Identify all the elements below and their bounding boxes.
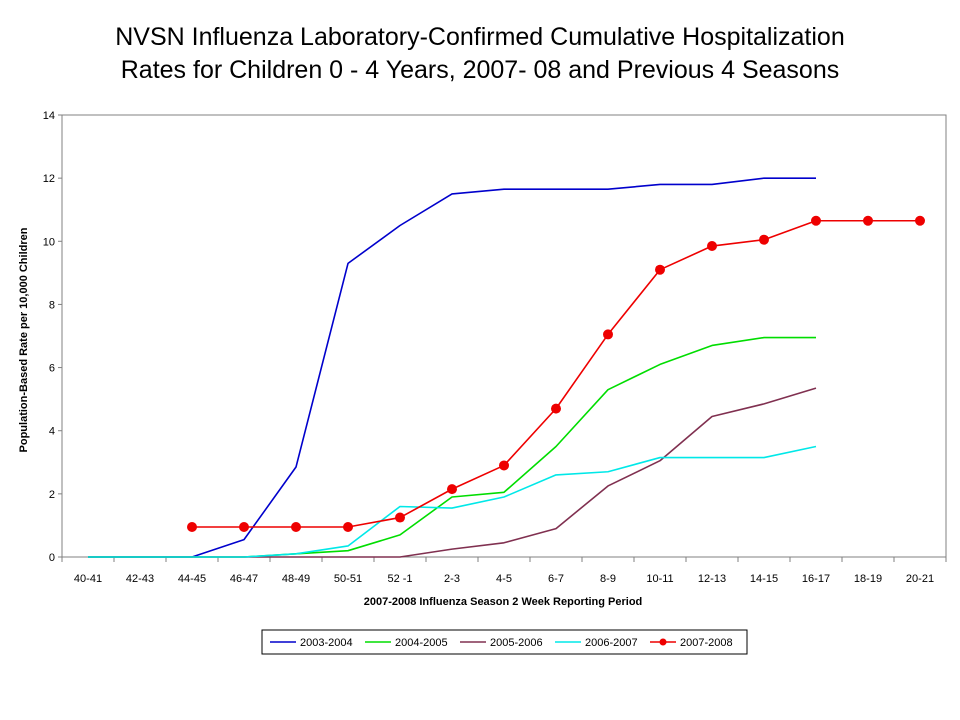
x-tick-label: 42-43 [126, 573, 154, 585]
x-tick-label: 10-11 [646, 573, 673, 585]
y-tick-label: 4 [49, 426, 55, 438]
y-tick-label: 12 [43, 173, 55, 185]
x-tick-label: 18-19 [854, 573, 882, 585]
x-tick-label: 44-45 [178, 573, 206, 585]
x-tick-label: 16-17 [802, 573, 830, 585]
x-axis-label: 2007-2008 Influenza Season 2 Week Report… [364, 596, 643, 608]
data-point-2007-2008 [291, 522, 301, 533]
x-axis: 40-41 42-43 44-45 46-47 48-49 50-51 52 -1 2-3 4-… [61, 557, 947, 585]
data-point-2007-2008 [239, 522, 249, 533]
y-tick-label: 10 [43, 236, 55, 248]
x-tick-label: 4-5 [496, 573, 512, 585]
data-point-2007-2008 [811, 215, 821, 226]
legend-label-2005-2006: 2005-2006 [490, 637, 543, 649]
y-axis: 0 2 4 6 8 10 12 14 [43, 110, 62, 564]
legend-label-2004-2005: 2004-2005 [395, 637, 448, 649]
legend-label-2007-2008: 2007-2008 [680, 637, 733, 649]
data-point-2007-2008 [759, 234, 769, 245]
data-point-2007-2008 [655, 264, 665, 275]
x-tick-label: 20-21 [906, 573, 934, 585]
y-tick-label: 6 [49, 363, 55, 375]
x-tick-label: 48-49 [282, 573, 310, 585]
series-line-2005-2006 [88, 387, 817, 558]
data-point-2007-2008 [343, 522, 353, 533]
series-line-2007-2008 [192, 219, 920, 528]
data-point-2007-2008 [499, 460, 509, 471]
plot-area [61, 114, 947, 558]
legend: 2003-2004 2004-2005 2005-2006 2006-2007 2007… [261, 629, 748, 655]
data-point-2007-2008 [707, 241, 717, 252]
y-tick-label: 14 [43, 110, 55, 122]
legend-marker-2007-2008 [659, 638, 667, 646]
x-tick-label: 8-9 [600, 573, 616, 585]
y-tick-label: 0 [49, 552, 55, 564]
data-point-2007-2008 [187, 522, 197, 533]
data-point-2007-2008 [395, 512, 405, 523]
x-tick-label: 12-13 [698, 573, 726, 585]
data-point-2007-2008 [447, 484, 457, 495]
series-line-2006-2007 [88, 445, 817, 558]
legend-label-2006-2007: 2006-2007 [585, 637, 638, 649]
series-line-2003-2004 [88, 177, 816, 558]
y-tick-label: 8 [49, 299, 55, 311]
series-layer [88, 177, 925, 558]
x-tick-label: 6-7 [548, 573, 564, 585]
x-tick-label: 40-41 [74, 573, 102, 585]
data-point-2007-2008 [551, 403, 561, 414]
y-tick-label: 2 [49, 489, 55, 501]
x-tick-label: 2-3 [444, 573, 460, 585]
data-point-2007-2008 [915, 215, 925, 226]
x-tick-label: 14-15 [750, 573, 778, 585]
legend-label-2003-2004: 2003-2004 [300, 637, 353, 649]
x-tick-label: 50-51 [334, 573, 362, 585]
y-axis-label: Population-Based Rate per 10,000 Childre… [18, 227, 30, 452]
data-point-2007-2008 [603, 329, 613, 340]
series-line-2004-2005 [88, 336, 816, 558]
x-tick-label: 46-47 [230, 573, 258, 585]
x-tick-label: 52 -1 [387, 573, 412, 585]
chart-subtitle: Rates for Children 0 - 4 Years, 2007- 08… [121, 56, 840, 84]
chart-title: NVSN Influenza Laboratory-Confirmed Cumu… [115, 23, 845, 51]
data-point-2007-2008 [863, 215, 873, 226]
